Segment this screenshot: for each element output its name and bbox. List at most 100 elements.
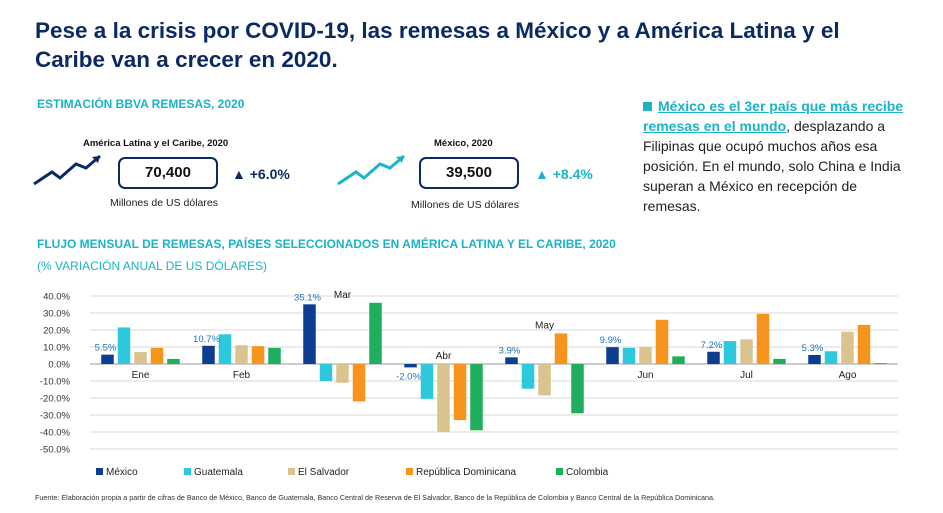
legend-label: México [106,467,138,478]
legend-label: El Salvador [298,467,350,478]
x-tick-label: Abr [436,351,452,362]
data-label-mexico: 35.1% [294,292,321,303]
source-note: Fuente: Elaboración propia a partir de c… [35,493,716,502]
y-tick-label: 30.0% [43,309,70,320]
y-tick-label: -50.0% [40,445,71,456]
x-tick-label: Mar [334,290,352,301]
bar-guatemala-may [521,364,535,389]
legend-label: República Dominicana [416,467,516,478]
data-label-mexico: 9.9% [600,335,622,346]
bar-colombia-jul [773,358,786,364]
bar-méxico-mar [303,304,316,364]
triangle-up-icon: ▲ [232,166,246,182]
bar-colombia-abr [470,364,483,431]
bar-colombia-feb [268,347,281,364]
side-note: México es el 3er país que más recibe rem… [643,96,913,216]
latam-delta-value: +6.0% [249,166,290,182]
bar-colombia-jun [672,356,685,364]
bar-guatemala-mar [319,364,333,381]
bar-colombia-ago [874,363,887,364]
triangle-up-icon: ▲ [535,166,549,182]
side-note-comma: , [786,118,791,134]
legend-swatch [184,468,191,475]
y-tick-label: -10.0% [40,377,71,388]
legend-swatch [96,468,103,475]
bar-república-dominicana-ene [150,347,164,364]
bar-república-dominicana-jul [756,313,770,364]
x-tick-label: Jun [637,370,653,381]
data-label-mexico: -2.0% [396,371,421,382]
bar-colombia-may [571,364,584,414]
y-tick-label: -40.0% [40,428,71,439]
bar-méxico-feb [202,345,215,364]
mexico-label: México, 2020 [434,138,493,149]
bar-guatemala-jun [622,347,636,364]
bar-el-salvador-ago [841,331,854,364]
latam-value: 70,400 [118,157,218,189]
x-tick-label: Jul [740,370,753,381]
bar-méxico-abr [404,364,417,368]
latam-units: Millones de US dólares [110,197,218,209]
bar-colombia-ene [167,358,180,364]
bar-guatemala-ago [824,351,838,364]
mexico-delta: ▲ +8.4% [535,166,593,182]
mexico-units: Millones de US dólares [411,199,519,211]
bar-república-dominicana-jun [655,319,669,364]
bar-el-salvador-jul [740,339,753,364]
legend-label: Guatemala [194,467,243,478]
y-tick-label: 0.0% [48,360,70,371]
x-tick-label: Ago [839,370,857,381]
data-label-mexico: 10.7% [193,334,220,345]
data-label-mexico: 7.2% [701,340,723,351]
bar-el-salvador-abr [437,364,450,432]
chart-heading: FLUJO MENSUAL DE REMESAS, PAÍSES SELECCI… [37,237,616,251]
bar-méxico-ene [101,354,114,364]
trend-up-icon-latam [33,154,101,186]
x-tick-label: Feb [233,370,251,381]
page-title: Pese a la crisis por COVID-19, las remes… [35,18,840,72]
bar-república-dominicana-ago [857,324,871,364]
mexico-delta-value: +8.4% [552,166,593,182]
bar-guatemala-jul [723,341,737,364]
bar-el-salvador-feb [235,345,248,364]
square-bullet-icon [643,102,652,111]
estimation-heading: ESTIMACIÓN BBVA REMESAS, 2020 [37,97,245,111]
bar-guatemala-abr [420,364,434,399]
x-tick-label: May [535,320,554,331]
side-note-highlight: México es el 3er país que más recibe rem… [643,98,904,134]
y-tick-label: 40.0% [43,292,70,303]
y-tick-label: -20.0% [40,394,71,405]
latam-label: América Latina y el Caribe, 2020 [83,138,229,149]
data-label-mexico: 5.3% [802,343,824,354]
chart-subheading: (% VARIACIÓN ANUAL DE US DÓLARES) [37,259,268,273]
bar-república-dominicana-feb [251,346,265,364]
x-tick-label: Ene [132,370,150,381]
bar-guatemala-ene [117,327,131,364]
bar-méxico-jul [707,351,720,364]
bar-el-salvador-may [538,364,551,396]
bar-colombia-mar [369,302,382,364]
trend-up-icon-mexico [337,154,405,186]
bar-méxico-may [505,357,518,364]
data-label-mexico: 5.5% [95,343,117,354]
y-tick-label: 20.0% [43,326,70,337]
data-label-mexico: 3.9% [499,345,521,356]
bar-méxico-ago [808,354,821,364]
bar-méxico-jun [606,347,619,364]
legend-swatch [406,468,413,475]
side-note-rest: desplazando a Filipinas que ocupó muchos… [643,118,901,214]
legend-swatch [288,468,295,475]
legend-swatch [556,468,563,475]
mexico-value: 39,500 [419,157,519,189]
bar-el-salvador-jun [639,347,652,364]
y-tick-label: 10.0% [43,343,70,354]
bar-el-salvador-mar [336,364,349,383]
y-tick-label: -30.0% [40,411,71,422]
bar-el-salvador-ene [134,352,147,364]
legend-label: Colombia [566,467,609,478]
bar-república-dominicana-may [554,333,568,364]
bar-república-dominicana-abr [453,364,467,421]
bar-república-dominicana-mar [352,364,366,402]
latam-delta: ▲ +6.0% [232,166,290,182]
